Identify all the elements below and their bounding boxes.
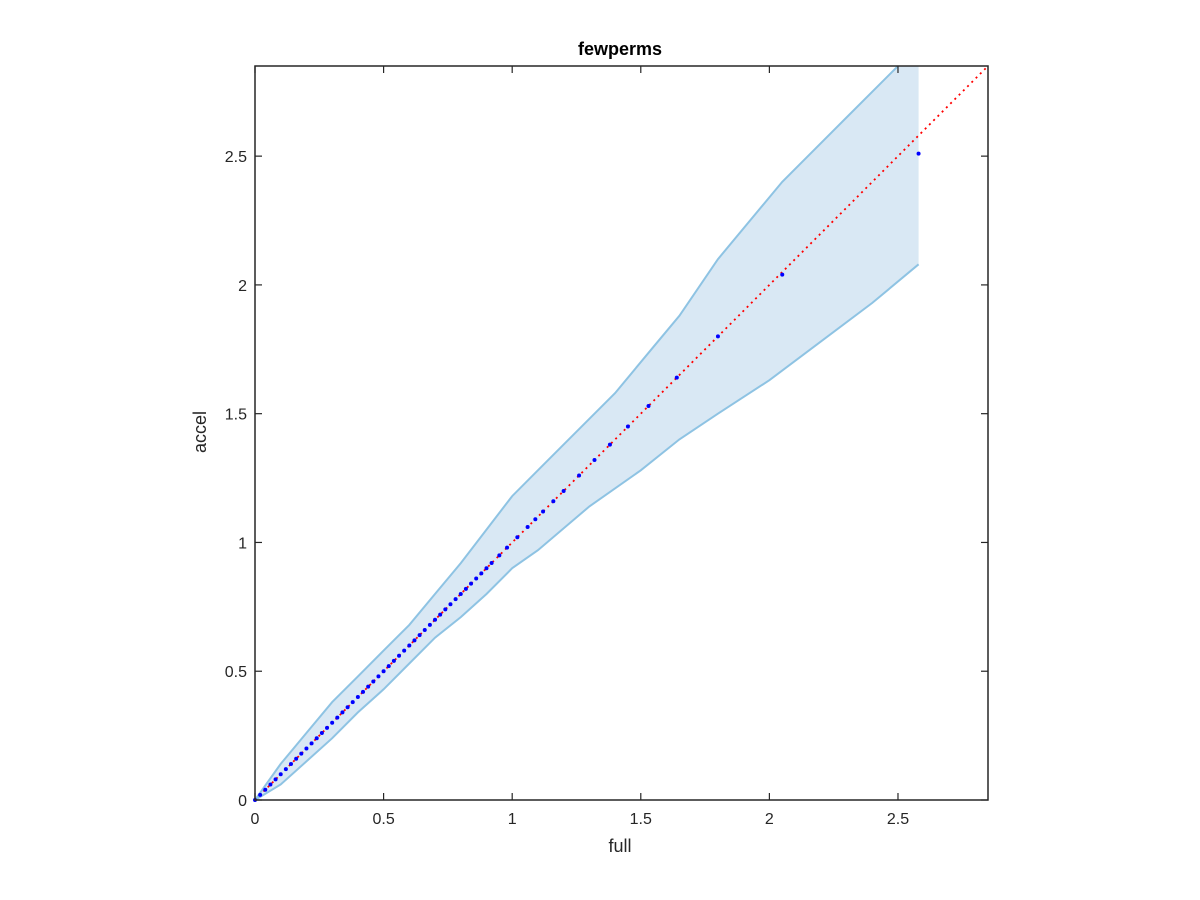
data-point <box>294 756 299 761</box>
data-point <box>448 602 453 607</box>
data-point <box>443 607 448 612</box>
data-point <box>592 458 597 463</box>
band-upper-edge <box>254 65 899 801</box>
data-point <box>505 545 510 550</box>
data-point <box>479 571 484 576</box>
data-point <box>397 653 402 658</box>
data-point <box>607 442 612 447</box>
data-point <box>916 151 921 156</box>
data-point <box>474 576 479 581</box>
data-point <box>273 777 278 782</box>
data-point <box>335 715 340 720</box>
data-point <box>391 658 396 663</box>
confidence-band <box>255 66 919 800</box>
y-tick-label: 0.5 <box>225 664 247 681</box>
x-tick-label: 1.5 <box>630 811 652 828</box>
x-tick-label: 0.5 <box>372 811 394 828</box>
data-point <box>289 761 294 766</box>
plot-area <box>253 65 989 802</box>
data-point <box>283 767 288 772</box>
data-point <box>412 638 417 643</box>
data-point <box>407 643 412 648</box>
data-point <box>780 272 785 277</box>
data-point <box>386 664 391 669</box>
x-axis-label: full <box>608 836 631 856</box>
data-point <box>427 622 432 627</box>
x-tick-label: 2.5 <box>887 811 909 828</box>
data-point <box>577 473 582 478</box>
data-point <box>402 648 407 653</box>
y-tick-label: 1.5 <box>225 407 247 424</box>
data-point <box>340 710 345 715</box>
data-point <box>417 633 422 638</box>
data-point <box>463 586 468 591</box>
data-point <box>371 679 376 684</box>
y-tick-label: 0 <box>238 793 247 810</box>
x-tick-label: 2 <box>765 811 774 828</box>
y-tick-label: 1 <box>238 535 247 552</box>
axes-box <box>254 65 989 801</box>
chart-title: fewperms <box>578 39 662 59</box>
reference-line <box>254 65 989 801</box>
y-tick-label: 2 <box>238 278 247 295</box>
axes: 0 0.5 1 1.5 2 2.5 0 0.5 1 1.5 2 2.5 <box>225 65 989 828</box>
data-point <box>299 751 304 756</box>
data-point <box>319 731 324 736</box>
band-lower-edge <box>254 263 920 801</box>
data-point <box>458 591 463 596</box>
data-point <box>484 566 489 571</box>
y-axis-label: accel <box>190 411 210 453</box>
data-point <box>525 525 530 530</box>
data-point <box>345 705 350 710</box>
data-point <box>489 561 494 566</box>
data-point <box>304 746 309 751</box>
data-point <box>263 787 268 792</box>
data-point <box>515 535 520 540</box>
data-point <box>541 509 546 514</box>
data-point <box>309 741 314 746</box>
data-point <box>625 424 630 429</box>
data-point <box>715 334 720 339</box>
data-point <box>376 674 381 679</box>
data-point <box>438 612 443 617</box>
data-point <box>433 617 438 622</box>
data-point <box>350 700 355 705</box>
data-point <box>533 517 538 522</box>
data-point <box>674 375 679 380</box>
data-point <box>381 669 386 674</box>
data-point <box>469 581 474 586</box>
x-tick-label: 0 <box>251 811 260 828</box>
x-tick-label: 1 <box>508 811 517 828</box>
data-point <box>561 488 566 493</box>
data-point <box>330 720 335 725</box>
data-point <box>268 782 273 787</box>
data-point <box>366 684 371 689</box>
data-point <box>453 597 458 602</box>
data-point <box>422 628 427 633</box>
data-point <box>278 772 283 777</box>
data-point <box>551 499 556 504</box>
data-point <box>497 553 502 558</box>
data-point <box>361 689 366 694</box>
data-point <box>258 792 263 797</box>
y-tick-label: 2.5 <box>225 149 247 166</box>
data-point <box>355 694 360 699</box>
data-point <box>325 725 330 730</box>
data-point <box>314 736 319 741</box>
data-point <box>646 403 651 408</box>
